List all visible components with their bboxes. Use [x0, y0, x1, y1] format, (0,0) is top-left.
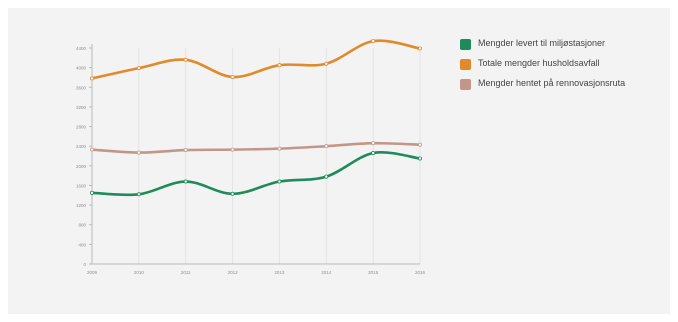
legend-label: Mengder hentet på rennovasjonsruta: [478, 78, 626, 88]
data-point: [183, 148, 188, 153]
legend-item-green[interactable]: Mengder levert til miljøstasjoner: [460, 38, 660, 50]
y-tick-label: 400: [78, 242, 86, 247]
data-point: [230, 147, 235, 152]
chart-panel: 0 400 800 1200 1600 2000 2400 2800 3200 3600 4000 4…: [8, 8, 670, 314]
legend-item-orange[interactable]: Totale mengder husholdsavfall: [460, 58, 660, 70]
data-point: [230, 191, 235, 196]
y-tick-label: 0: [83, 262, 86, 267]
data-point: [90, 76, 95, 81]
data-point: [324, 61, 329, 66]
legend-label: Mengder levert til miljøstasjoner: [478, 38, 606, 48]
legend-item-pink[interactable]: Mengder hentet på rennovasjonsruta: [460, 78, 660, 90]
x-tick-label: 2016: [415, 270, 426, 275]
data-point: [417, 156, 422, 161]
x-tick-label: 2012: [228, 270, 239, 275]
y-tick-label: 2400: [76, 144, 87, 149]
legend: Mengder levert til miljøstasjoner Totale…: [460, 38, 660, 98]
data-point: [371, 151, 376, 156]
y-tick-label: 2800: [76, 125, 87, 130]
data-point: [371, 39, 376, 44]
data-point: [277, 179, 282, 184]
x-tick-label: 2010: [134, 270, 145, 275]
data-point: [277, 63, 282, 68]
legend-swatch-green: [460, 39, 471, 50]
y-tick-label: 1600: [76, 183, 87, 188]
x-tick-label: 2015: [368, 270, 379, 275]
y-tick-label: 1200: [76, 203, 87, 208]
data-point: [230, 74, 235, 79]
data-point: [136, 150, 141, 155]
data-point: [136, 66, 141, 71]
x-tick-label: 2014: [321, 270, 332, 275]
y-tick-label: 800: [78, 223, 86, 228]
y-tick-label: 4000: [76, 66, 87, 71]
data-point: [277, 146, 282, 151]
x-tick-label: 2009: [87, 270, 98, 275]
data-point: [417, 142, 422, 147]
legend-label: Totale mengder husholdsavfall: [478, 58, 600, 68]
data-point: [90, 147, 95, 152]
data-point: [371, 141, 376, 146]
data-point: [324, 144, 329, 149]
y-tick-label: 3200: [76, 105, 87, 110]
y-tick-label: 4400: [76, 46, 87, 51]
series-line: [90, 141, 422, 154]
legend-swatch-orange: [460, 59, 471, 70]
y-tick-label: 3600: [76, 85, 87, 90]
data-point: [136, 192, 141, 197]
series-line: [90, 39, 422, 80]
data-point: [183, 179, 188, 184]
data-point: [417, 46, 422, 51]
series-line: [90, 151, 422, 197]
x-tick-label: 2013: [274, 270, 285, 275]
legend-swatch-pink: [460, 79, 471, 90]
data-point: [183, 57, 188, 62]
data-point: [90, 190, 95, 195]
data-point: [324, 174, 329, 179]
y-tick-label: 2000: [76, 164, 87, 169]
x-tick-label: 2011: [181, 270, 191, 275]
line-chart: 0 400 800 1200 1600 2000 2400 2800 3200 3600 4000 4…: [76, 39, 426, 275]
